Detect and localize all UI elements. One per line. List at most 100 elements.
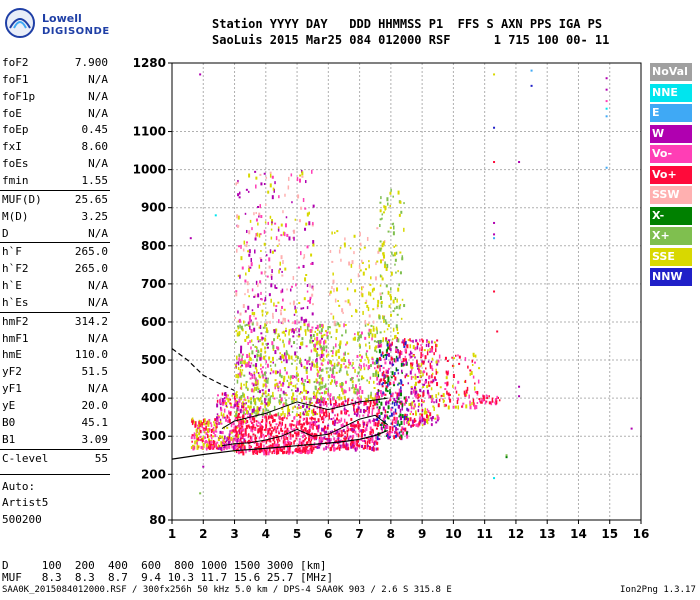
echo-point [279,449,281,452]
echo-point [361,445,364,449]
echo-point [378,389,380,392]
echo-point [335,343,337,348]
echo-point [346,429,349,433]
echo-point [381,373,384,377]
echo-point [211,437,213,440]
echo-point [195,421,197,426]
echo-point [407,417,410,422]
echo-point [280,290,282,294]
echo-point [427,410,430,414]
echo-point [227,394,229,397]
echo-point [429,412,432,417]
echo-point [333,447,336,452]
echo-point [235,366,237,369]
echo-point [413,400,416,403]
echo-point [269,410,271,415]
echo-point [319,397,322,400]
echo-point [361,439,364,442]
echo-point [281,320,284,324]
echo-point [343,358,345,362]
echo-point [284,392,287,395]
echo-point [353,429,356,432]
echo-point [387,369,389,374]
echo-point [380,401,383,406]
echo-point [380,300,383,304]
echo-point [298,178,301,183]
echo-point [420,403,423,407]
echo-point [422,383,424,386]
echo-point [271,223,273,226]
echo-point [418,421,421,426]
echo-point [282,378,285,383]
echo-point [300,206,303,210]
echo-point [289,443,291,448]
echo-point [202,435,204,440]
echo-point [442,393,445,398]
echo-point [259,353,262,358]
echo-point [275,305,278,308]
echo-point [227,398,230,403]
echo-point [315,360,318,363]
echo-point [292,236,294,239]
echo-point [265,451,268,456]
echo-point [309,296,312,299]
echo-point [394,258,397,262]
echo-point [351,387,353,390]
echo-point [398,404,401,409]
echo-point [205,425,207,430]
echo-point [245,272,247,276]
echo-point [250,257,253,262]
echo-point [389,361,392,365]
echo-point [237,320,240,323]
echo-point [234,397,237,402]
echo-point [216,413,219,416]
echo-point [310,349,313,353]
param-name: h`F [2,245,22,259]
echo-point [323,385,326,389]
param-separator [0,311,110,313]
echo-point [387,324,390,328]
echo-point [431,423,433,427]
echo-point [396,423,399,426]
echo-point [242,411,245,415]
echo-point [264,337,267,342]
echo-point [406,431,409,435]
echo-point [384,354,387,357]
echo-point [269,432,272,436]
echo-point [481,398,484,402]
echo-point [254,235,257,238]
echo-point [321,427,323,432]
echo-point [283,375,286,380]
echo-point [288,338,291,343]
echo-point [469,405,472,410]
param-row: h`F 265.0 [2,245,108,261]
echo-point [276,442,279,446]
echo-point [313,390,315,393]
echo-point [284,355,287,360]
echo-point [381,385,384,388]
echo-point [368,291,370,296]
echo-point [389,226,392,229]
echo-point [385,321,388,325]
echo-point [256,321,259,326]
echo-point [387,417,390,420]
echo-point [298,447,301,452]
echo-point [299,325,302,328]
trace-curve [221,414,389,447]
echo-point [381,383,384,386]
echo-point [397,392,400,397]
echo-point [218,445,221,449]
echo-point [238,398,241,403]
echo-point [315,392,318,397]
echo-point [199,420,202,424]
echo-point [322,415,324,420]
echo-point [297,335,300,338]
echo-point [408,353,411,356]
echo-point [312,408,315,413]
echo-point [315,401,318,404]
echo-point [251,412,254,415]
echo-point [293,399,295,403]
echo-point [298,406,301,409]
echo-point [319,409,322,414]
echo-point [362,310,364,315]
